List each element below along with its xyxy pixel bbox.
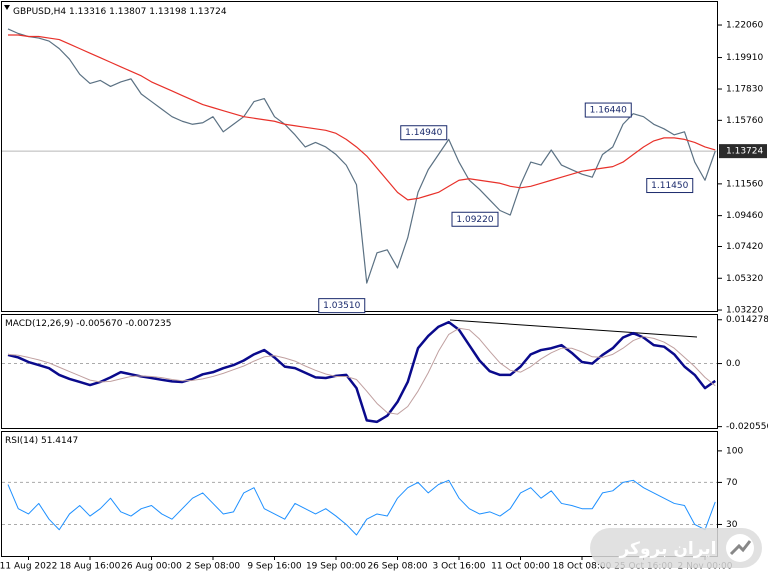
y-tick-label: 1.07420 [726,242,763,252]
y-tick-label: 1.05320 [726,274,763,284]
panel-header: GBPUSD,H4 1.13316 1.13807 1.13198 1.1372… [13,7,227,17]
y-tick-label: 1.15760 [726,116,763,126]
series-line [7,28,716,284]
x-tick-label: 11 Aug 2022 [0,562,57,572]
price-label-box [451,211,499,227]
price-label-box [318,298,366,314]
price-label-box [400,125,448,141]
y-tick-label: 1.11560 [726,179,763,189]
price-label: 1.09220 [456,215,493,225]
y-tick-label: -0.020556 [726,422,768,432]
x-tick-label: 2 Sep 08:00 [186,562,241,572]
series-line [7,479,716,536]
quote-value: 1.13316 [69,7,106,17]
panel-title: MACD(12,26,9) [5,319,73,329]
y-tick-label: 100 [726,446,743,456]
panel-header: RSI(14) 51.4147 [5,436,78,446]
x-tick-label: 3 Oct 16:00 [433,562,486,572]
price-label: 1.14940 [405,128,442,138]
series-line [8,34,716,201]
quote-value: 51.4147 [41,436,78,446]
x-tick-label: 11 Oct 00:00 [491,562,550,572]
watermark: ایران بروکر [590,528,762,568]
x-tick-label: 26 Sep 08:00 [367,562,427,572]
price-label-box [646,178,694,194]
panel-title: RSI(14) [5,436,38,446]
x-tick-label: 18 Oct 08:00 [553,562,612,572]
panel-header: MACD(12,26,9) -0.005670 -0.007235 [5,319,172,329]
x-tick-label: 19 Sep 00:00 [306,562,366,572]
y-tick-label: 1.09460 [726,211,763,221]
y-tick-label: 70 [726,478,738,488]
quote-value: 1.13807 [109,7,146,17]
current-price-label: 1.13724 [726,147,763,157]
y-tick-label: 0.0 [726,359,741,369]
y-tick-label: 1.17830 [726,85,763,95]
x-tick-label: 9 Sep 16:00 [247,562,302,572]
price-label: 1.03510 [323,301,360,311]
series-line [7,327,716,415]
y-tick-label: 1.03220 [726,306,763,316]
watermark-pill [590,528,762,568]
x-tick-label: 18 Aug 16:00 [60,562,121,572]
watermark-arrow [729,540,752,556]
menu-arrow[interactable] [4,5,10,10]
y-tick-label: 0.014278 [726,315,768,325]
price-label: 1.16440 [590,106,627,116]
y-tick-label: 1.19910 [726,53,763,63]
current-price-box [719,144,767,159]
y-tick-label: 30 [726,520,738,530]
watermark-text: ایران بروکر [618,539,716,559]
quote-value: -0.005670 [76,319,122,329]
quote-value: 1.13198 [149,7,186,17]
x-tick-label: 26 Aug 00:00 [121,562,182,572]
panel-title: GBPUSD,H4 [13,7,66,17]
quote-value: 1.13724 [189,7,226,17]
trendline [449,319,698,338]
series-line [7,320,716,424]
macd-panel [1,314,718,429]
price-label-box [584,102,632,118]
price-label: 1.11450 [651,181,688,191]
rsi-panel [1,431,718,557]
y-tick-label: 1.22060 [726,21,763,31]
quote-value: -0.007235 [125,319,171,329]
